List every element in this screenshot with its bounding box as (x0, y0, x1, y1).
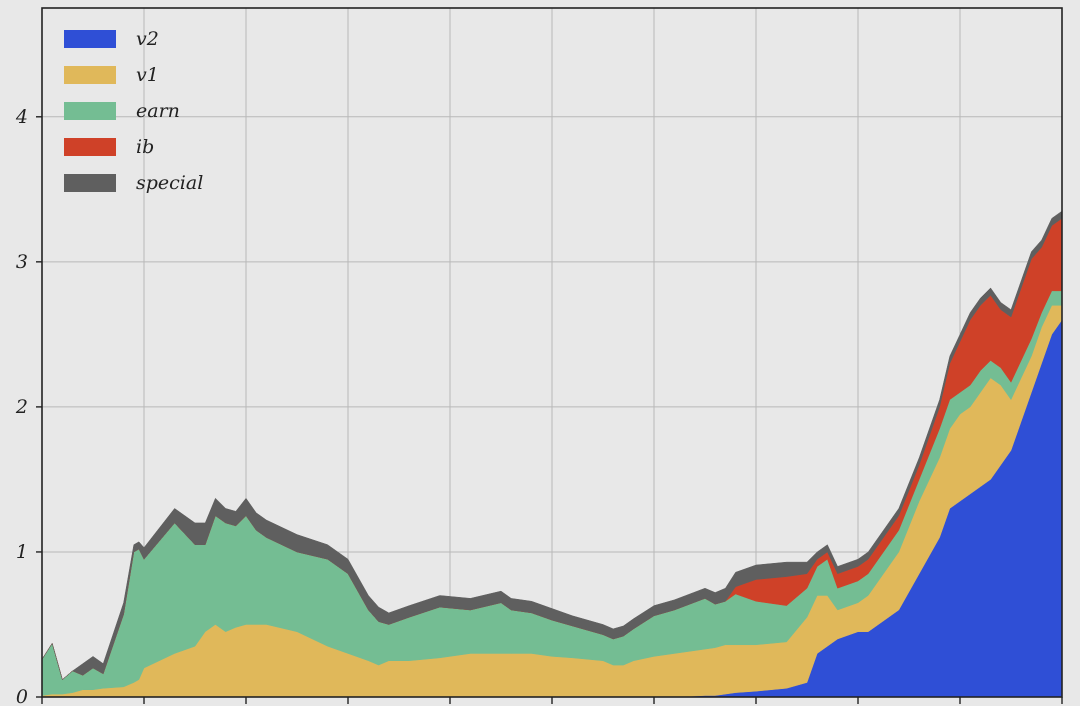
legend-label-special: special (136, 172, 203, 194)
legend-label-v1: v1 (136, 64, 159, 86)
legend-swatch-v1 (64, 66, 116, 84)
legend-label-ib: ib (136, 136, 154, 158)
y-tick-label: 1 (16, 541, 28, 563)
legend-label-v2: v2 (136, 28, 159, 50)
legend: v2 v1 earn ib special (64, 28, 203, 194)
legend-swatch-earn (64, 102, 116, 120)
y-tick-label: 3 (16, 251, 28, 273)
y-tick-label: 0 (16, 686, 28, 706)
axis-ticks: 0 1 2 3 4 (15, 106, 1063, 706)
y-tick-label: 4 (15, 106, 28, 128)
legend-swatch-ib (64, 138, 116, 156)
legend-label-earn: earn (136, 100, 180, 122)
legend-swatch-special (64, 174, 116, 192)
legend-swatch-v2 (64, 30, 116, 48)
y-tick-label: 2 (15, 396, 28, 418)
